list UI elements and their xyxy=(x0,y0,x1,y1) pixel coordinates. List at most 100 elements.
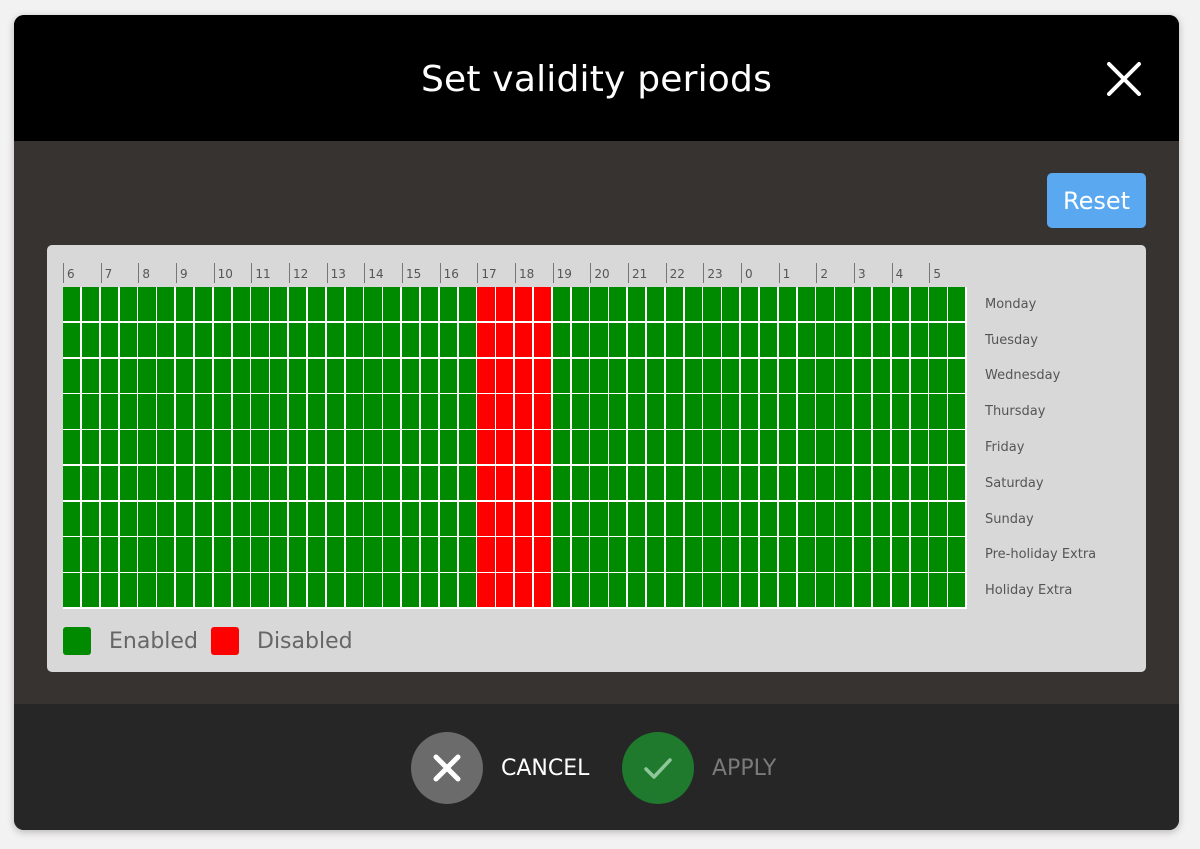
schedule-cell[interactable] xyxy=(515,501,533,536)
schedule-cell[interactable] xyxy=(326,430,344,465)
schedule-cell[interactable] xyxy=(929,465,947,501)
schedule-cell[interactable] xyxy=(157,537,175,572)
schedule-cell[interactable] xyxy=(307,394,326,429)
schedule-cell[interactable] xyxy=(722,287,740,322)
schedule-cell[interactable] xyxy=(816,358,834,393)
schedule-cell[interactable] xyxy=(119,465,137,501)
schedule-cell[interactable] xyxy=(251,394,269,429)
schedule-cell[interactable] xyxy=(571,537,589,572)
schedule-cell[interactable] xyxy=(872,287,891,322)
schedule-cell[interactable] xyxy=(948,287,966,322)
schedule-cell[interactable] xyxy=(100,358,118,393)
schedule-cell[interactable] xyxy=(477,573,495,608)
schedule-cell[interactable] xyxy=(176,287,194,322)
schedule-cell[interactable] xyxy=(590,287,608,322)
schedule-cell[interactable] xyxy=(119,394,137,429)
apply-label[interactable]: APPLY xyxy=(712,756,777,781)
schedule-cell[interactable] xyxy=(891,394,909,429)
schedule-cell[interactable] xyxy=(402,430,420,465)
schedule-cell[interactable] xyxy=(138,430,156,465)
schedule-cell[interactable] xyxy=(307,573,326,608)
schedule-cell[interactable] xyxy=(948,465,966,501)
schedule-cell[interactable] xyxy=(383,394,401,429)
schedule-cell[interactable] xyxy=(194,430,213,465)
schedule-cell[interactable] xyxy=(119,358,137,393)
schedule-cell[interactable] xyxy=(515,287,533,322)
schedule-cell[interactable] xyxy=(552,537,570,572)
schedule-cell[interactable] xyxy=(854,322,872,357)
schedule-cell[interactable] xyxy=(194,465,213,501)
schedule-cell[interactable] xyxy=(778,322,796,357)
schedule-cell[interactable] xyxy=(119,287,137,322)
schedule-cell[interactable] xyxy=(741,573,759,608)
schedule-cell[interactable] xyxy=(759,537,778,572)
schedule-cell[interactable] xyxy=(251,501,269,536)
schedule-cell[interactable] xyxy=(533,394,552,429)
schedule-cell[interactable] xyxy=(496,322,514,357)
schedule-cell[interactable] xyxy=(609,287,627,322)
schedule-cell[interactable] xyxy=(100,287,118,322)
schedule-cell[interactable] xyxy=(703,394,721,429)
schedule-cell[interactable] xyxy=(872,573,891,608)
schedule-cell[interactable] xyxy=(816,322,834,357)
schedule-cell[interactable] xyxy=(289,465,307,501)
schedule-cell[interactable] xyxy=(458,465,476,501)
schedule-cell[interactable] xyxy=(722,537,740,572)
schedule-cell[interactable] xyxy=(364,322,382,357)
schedule-cell[interactable] xyxy=(609,322,627,357)
schedule-cell[interactable] xyxy=(63,573,81,608)
schedule-cell[interactable] xyxy=(81,287,100,322)
schedule-cell[interactable] xyxy=(797,537,815,572)
schedule-cell[interactable] xyxy=(439,537,457,572)
schedule-cell[interactable] xyxy=(100,394,118,429)
schedule-cell[interactable] xyxy=(213,358,231,393)
schedule-cell[interactable] xyxy=(609,501,627,536)
schedule-cell[interactable] xyxy=(477,537,495,572)
schedule-cell[interactable] xyxy=(703,537,721,572)
schedule-cell[interactable] xyxy=(703,573,721,608)
schedule-cell[interactable] xyxy=(835,430,853,465)
schedule-cell[interactable] xyxy=(665,537,683,572)
schedule-cell[interactable] xyxy=(81,322,100,357)
schedule-cell[interactable] xyxy=(100,501,118,536)
schedule-cell[interactable] xyxy=(420,394,439,429)
schedule-cell[interactable] xyxy=(289,537,307,572)
schedule-cell[interactable] xyxy=(420,358,439,393)
schedule-cell[interactable] xyxy=(759,358,778,393)
schedule-cell[interactable] xyxy=(722,430,740,465)
schedule-cell[interactable] xyxy=(533,322,552,357)
schedule-cell[interactable] xyxy=(119,501,137,536)
schedule-cell[interactable] xyxy=(420,322,439,357)
schedule-cell[interactable] xyxy=(138,501,156,536)
schedule-cell[interactable] xyxy=(194,322,213,357)
schedule-cell[interactable] xyxy=(176,501,194,536)
schedule-cell[interactable] xyxy=(138,465,156,501)
schedule-cell[interactable] xyxy=(232,537,250,572)
schedule-cell[interactable] xyxy=(289,322,307,357)
schedule-cell[interactable] xyxy=(741,287,759,322)
schedule-cell[interactable] xyxy=(289,501,307,536)
reset-button[interactable]: Reset xyxy=(1047,173,1146,228)
schedule-cell[interactable] xyxy=(552,573,570,608)
schedule-cell[interactable] xyxy=(345,430,363,465)
schedule-cell[interactable] xyxy=(458,358,476,393)
schedule-cell[interactable] xyxy=(496,465,514,501)
schedule-cell[interactable] xyxy=(628,287,646,322)
schedule-cell[interactable] xyxy=(477,322,495,357)
schedule-cell[interactable] xyxy=(364,394,382,429)
schedule-cell[interactable] xyxy=(684,573,702,608)
schedule-cell[interactable] xyxy=(835,322,853,357)
schedule-cell[interactable] xyxy=(81,394,100,429)
schedule-cell[interactable] xyxy=(420,573,439,608)
schedule-cell[interactable] xyxy=(100,322,118,357)
schedule-cell[interactable] xyxy=(910,537,928,572)
schedule-cell[interactable] xyxy=(835,394,853,429)
schedule-cell[interactable] xyxy=(533,537,552,572)
schedule-cell[interactable] xyxy=(439,358,457,393)
schedule-cell[interactable] xyxy=(251,358,269,393)
schedule-cell[interactable] xyxy=(420,287,439,322)
schedule-cell[interactable] xyxy=(778,394,796,429)
schedule-cell[interactable] xyxy=(665,573,683,608)
schedule-cell[interactable] xyxy=(157,287,175,322)
schedule-cell[interactable] xyxy=(364,537,382,572)
